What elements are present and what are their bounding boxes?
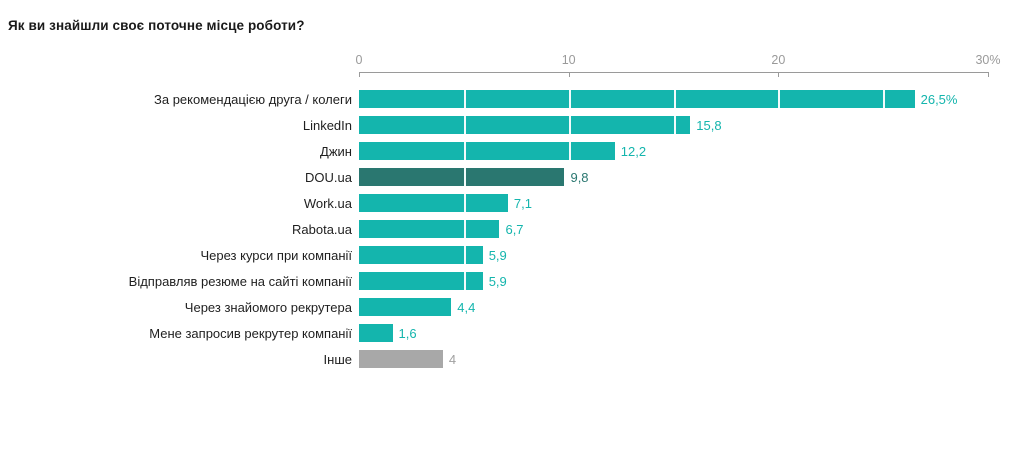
bar-gridlines <box>359 246 483 264</box>
gridline <box>463 246 466 264</box>
category-label: DOU.ua <box>305 170 352 185</box>
gridline <box>463 194 466 212</box>
category-label: Rabota.ua <box>292 222 352 237</box>
bar[interactable] <box>359 142 615 160</box>
bar-value-label: 5,9 <box>488 274 507 289</box>
bar-value-label: 15,8 <box>696 118 722 133</box>
bar-value-label: 7,1 <box>513 196 532 211</box>
bar-value-label: 4,4 <box>457 300 476 315</box>
x-axis-tick-label: 10 <box>561 53 576 67</box>
gridline <box>463 116 466 134</box>
bar-row: Work.ua 7,1 <box>0 194 1020 220</box>
bar-gridlines <box>359 168 564 186</box>
bar-row: Джин 12,2 <box>0 142 1020 168</box>
bar-gridlines <box>359 350 443 368</box>
gridline <box>463 272 466 290</box>
bar[interactable] <box>359 220 500 238</box>
bar-row: Інше 4 <box>0 350 1020 376</box>
category-label: Відправляв резюме на сайті компанії <box>128 274 352 289</box>
category-label: Джин <box>320 144 352 159</box>
gridline <box>883 90 886 108</box>
x-axis-tick-label: 20 <box>771 53 786 67</box>
bar-value-label: 26,5% <box>920 92 958 107</box>
x-axis-tick-label: 0 <box>355 53 363 67</box>
bar[interactable] <box>359 194 508 212</box>
category-label: Через знайомого рекрутера <box>184 300 352 315</box>
x-axis-tick <box>359 72 360 77</box>
bar-row: Мене запросив рекрутер компанії 1,6 <box>0 324 1020 350</box>
chart-title: Як ви знайшли своє поточне місце роботи? <box>8 18 305 33</box>
category-label: Work.ua <box>303 196 352 211</box>
bar-row: LinkedIn 15,8 <box>0 116 1020 142</box>
bar-row: Rabota.ua 6,7 <box>0 220 1020 246</box>
bar-row: Через знайомого рекрутера 4,4 <box>0 298 1020 324</box>
bar-gridlines <box>359 220 499 238</box>
category-label: Через курси при компанії <box>200 248 352 263</box>
x-axis-line <box>359 72 988 73</box>
gridline <box>463 90 466 108</box>
category-label: LinkedIn <box>302 118 352 133</box>
bar-gridlines <box>359 272 483 290</box>
bar[interactable] <box>359 246 483 264</box>
category-label: Мене запросив рекрутер компанії <box>149 326 352 341</box>
x-axis-tick <box>568 72 570 77</box>
bar-row: За рекомендацією друга / колеги 26,5% <box>0 90 1020 116</box>
bar-row: DOU.ua 9,8 <box>0 168 1020 194</box>
gridline <box>568 116 571 134</box>
bar-value-label: 1,6 <box>398 326 417 341</box>
bar[interactable] <box>359 324 393 342</box>
bar[interactable] <box>359 168 565 186</box>
bar-value-label: 4 <box>448 352 457 367</box>
bar-gridlines <box>359 90 915 108</box>
gridline <box>673 90 676 108</box>
bar[interactable] <box>359 298 452 316</box>
x-axis-tick <box>778 72 780 77</box>
gridline <box>673 116 676 134</box>
bar-row: Відправляв резюме на сайті компанії 5,9 <box>0 272 1020 298</box>
bar[interactable] <box>359 90 915 108</box>
gridline <box>463 168 466 186</box>
gridline <box>463 220 466 238</box>
gridline <box>568 142 571 160</box>
bar-gridlines <box>359 298 451 316</box>
bar-gridlines <box>359 116 690 134</box>
bar[interactable] <box>359 116 691 134</box>
gridline <box>778 90 781 108</box>
bar-row: Через курси при компанії 5,9 <box>0 246 1020 272</box>
bar-value-label: 9,8 <box>570 170 589 185</box>
bar-gridlines <box>359 194 508 212</box>
gridline <box>463 142 466 160</box>
category-label: Інше <box>323 352 352 367</box>
bar-rows: За рекомендацією друга / колеги 26,5% Link… <box>0 90 1020 376</box>
bar-value-label: 5,9 <box>488 248 507 263</box>
x-axis-tick-label: 30% <box>975 53 1001 67</box>
bar[interactable] <box>359 272 483 290</box>
x-axis-tick-labels: 0 10 20 30% <box>0 53 1020 69</box>
bar-gridlines <box>359 324 393 342</box>
gridline <box>568 90 571 108</box>
bar-value-label: 12,2 <box>620 144 647 159</box>
bar[interactable] <box>359 350 443 368</box>
x-axis-tick <box>988 72 989 77</box>
bar-gridlines <box>359 142 615 160</box>
category-label: За рекомендацією друга / колеги <box>154 92 352 107</box>
bar-value-label: 6,7 <box>505 222 524 237</box>
